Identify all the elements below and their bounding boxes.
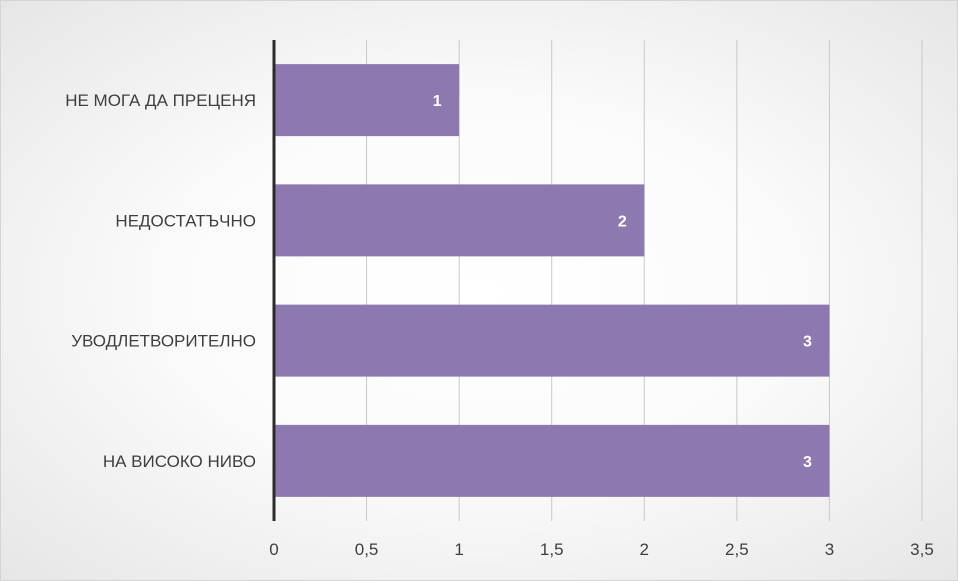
x-tick-label: 0,5 bbox=[355, 540, 379, 559]
category-label: НЕДОСТАТЪЧНО bbox=[115, 211, 256, 230]
bar bbox=[274, 424, 830, 497]
x-tick-label: 2 bbox=[640, 540, 649, 559]
data-label: 3 bbox=[803, 454, 812, 471]
bar bbox=[274, 64, 460, 137]
x-tick-label: 1 bbox=[454, 540, 463, 559]
data-label: 3 bbox=[803, 334, 812, 351]
category-label: УВОДЛЕТВОРИТЕЛНО bbox=[71, 332, 256, 351]
category-label: НЕ МОГА ДА ПРЕЦЕНЯ bbox=[65, 91, 256, 110]
x-tick-label: 3 bbox=[825, 540, 834, 559]
data-label: 2 bbox=[618, 213, 627, 230]
bar bbox=[274, 184, 645, 257]
x-tick-label: 3,5 bbox=[910, 540, 934, 559]
bar bbox=[274, 304, 830, 377]
x-tick-label: 0 bbox=[269, 540, 278, 559]
x-tick-label: 2,5 bbox=[725, 540, 749, 559]
x-tick-label: 1,5 bbox=[540, 540, 564, 559]
data-label: 1 bbox=[433, 93, 442, 110]
category-label: НА ВИСОКО НИВО bbox=[103, 452, 256, 471]
